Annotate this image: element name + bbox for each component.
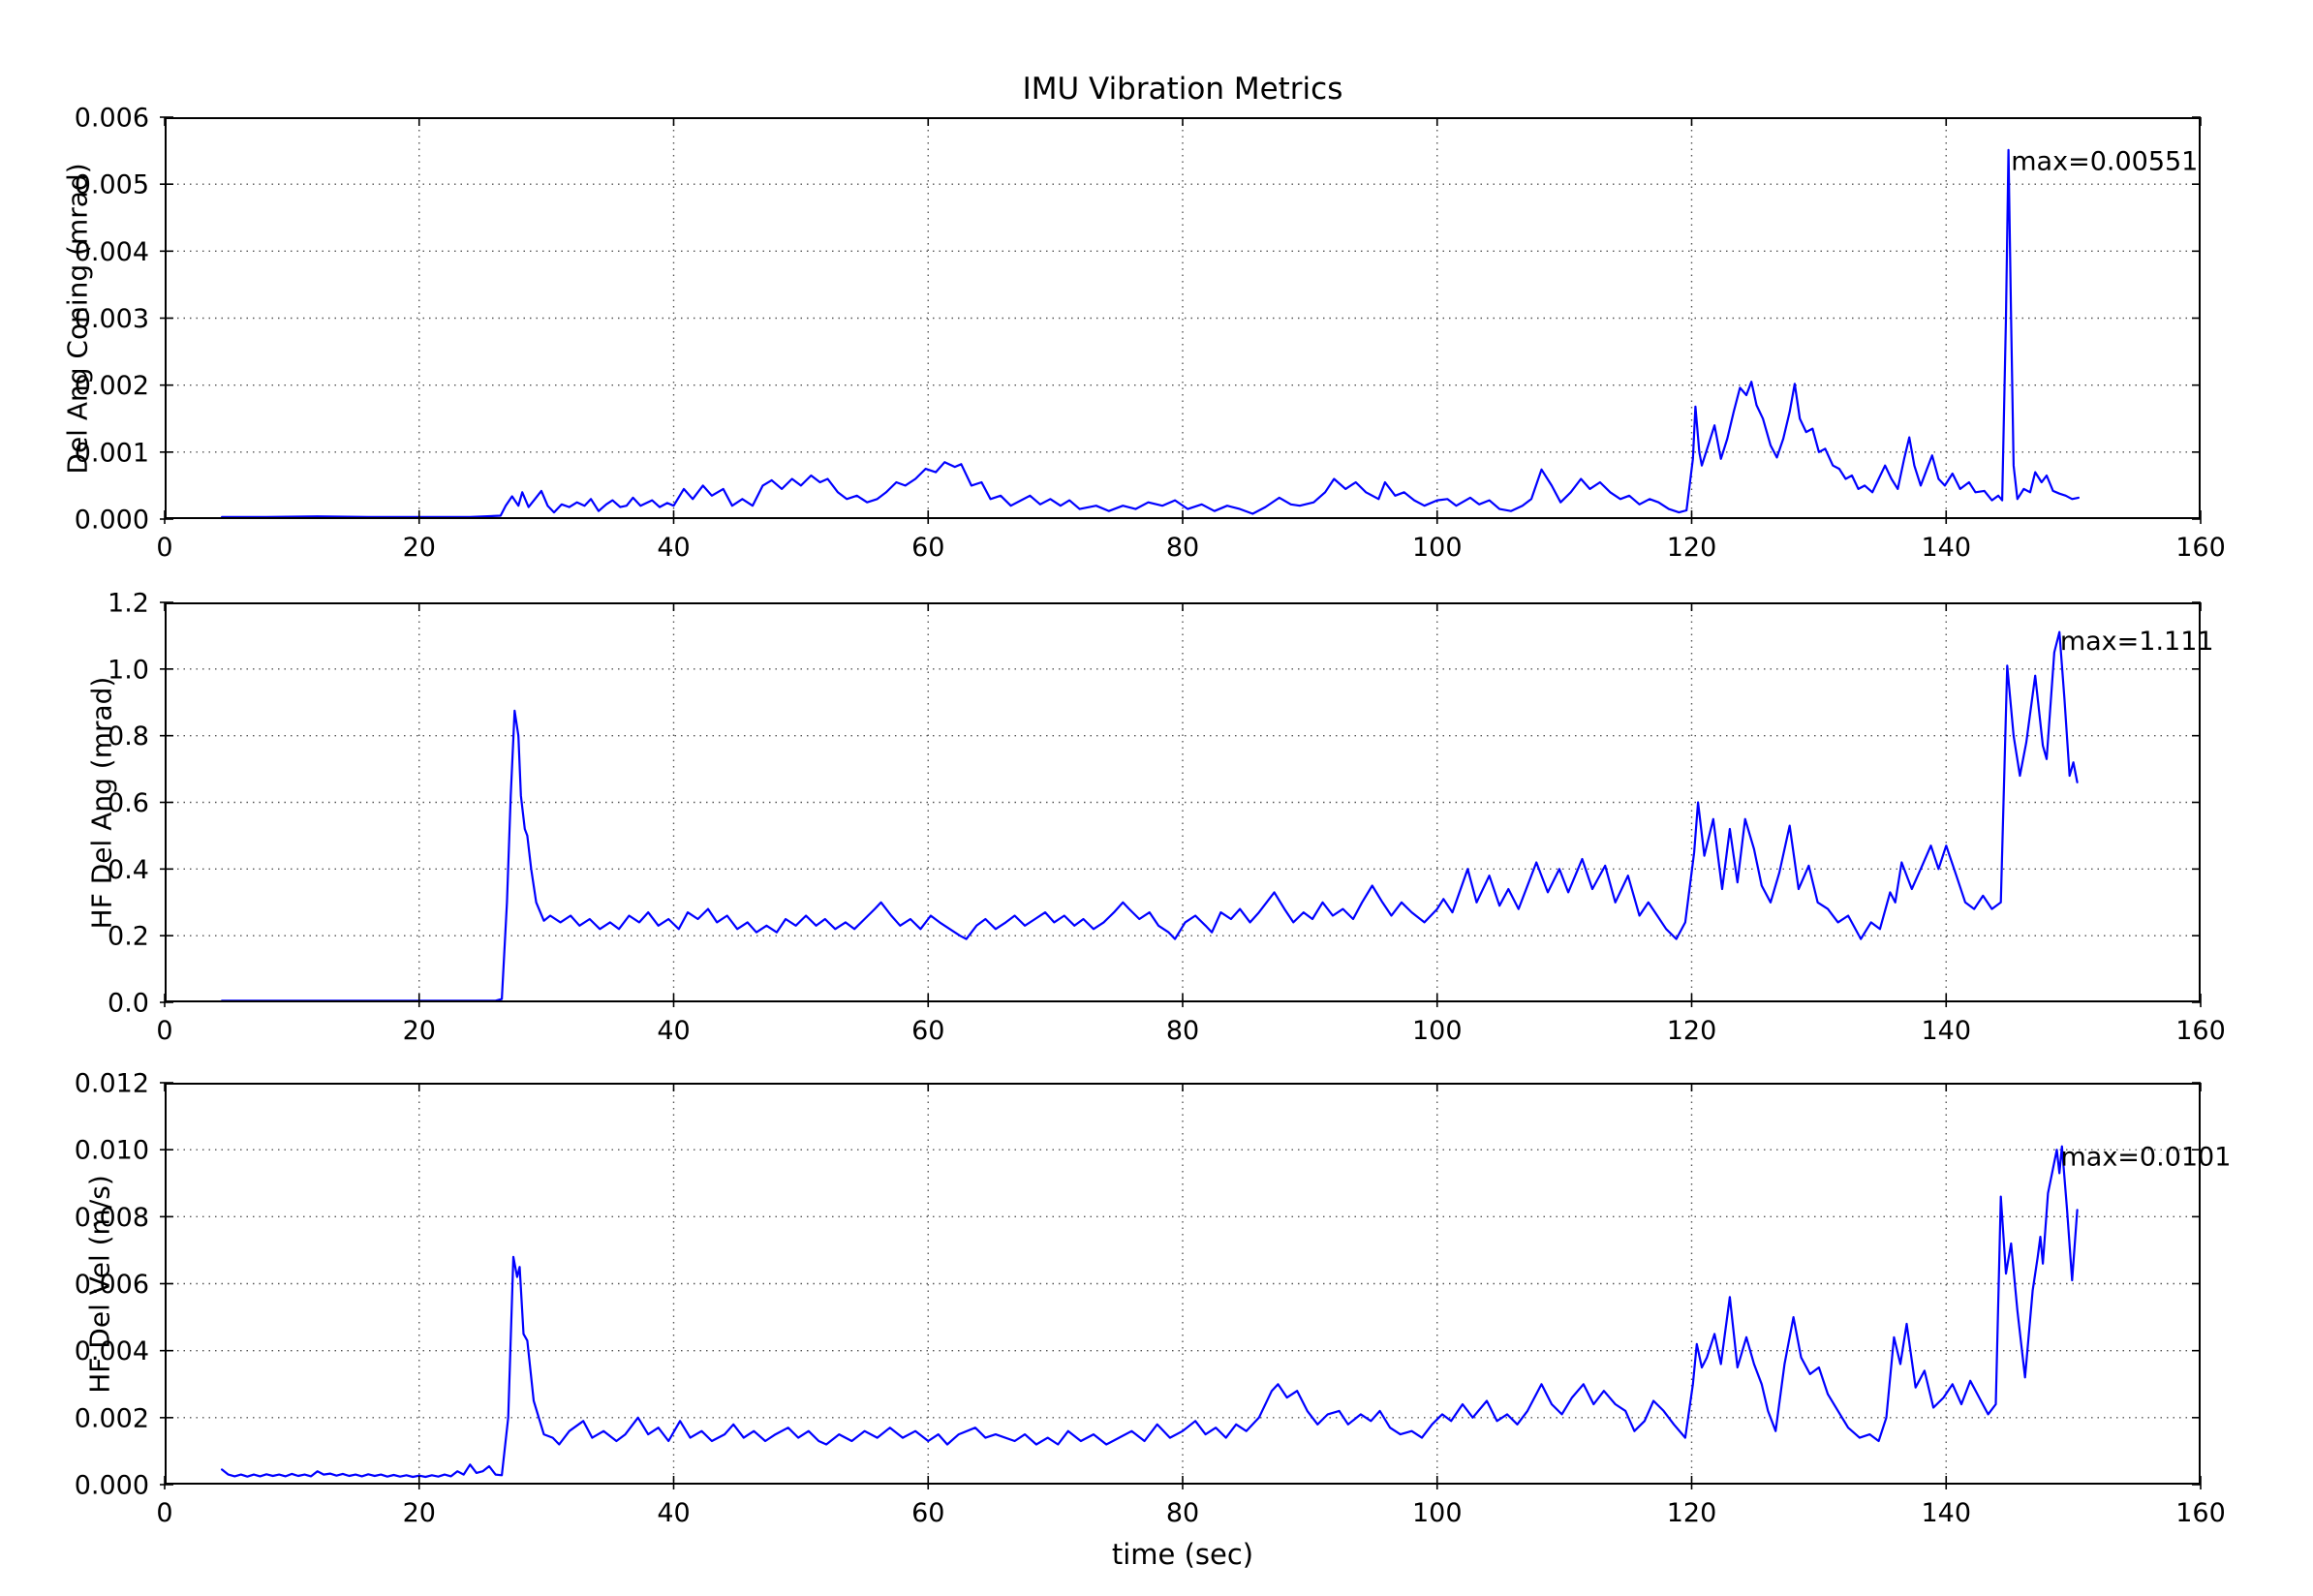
x-tick-label: 120	[1667, 533, 1717, 563]
x-tick-label: 60	[911, 533, 944, 563]
x-tick-label: 100	[1412, 1498, 1463, 1528]
y-tick-label: 0.012	[75, 1068, 149, 1098]
x-tick-label: 120	[1667, 1498, 1717, 1528]
y-tick-label: 0.8	[108, 721, 149, 752]
y-tick-label: 0.6	[108, 788, 149, 818]
x-tick-label: 80	[1166, 533, 1199, 563]
y-tick-label: 1.0	[108, 655, 149, 685]
x-tick-label: 80	[1166, 1498, 1199, 1528]
y-tick-label: 0.004	[75, 1336, 149, 1366]
subplot-hf-del-ang: 0 20 40 60 80 100 120 140 160 0.0 0.2 0.4 0.6 0.8 1.0 1…	[86, 588, 2226, 1046]
max-annotation: max=1.111	[2060, 627, 2214, 657]
y-tick-label: 0.010	[75, 1136, 149, 1166]
y-tick-label: 0.002	[75, 371, 149, 401]
x-tick-label: 140	[1921, 1016, 1971, 1046]
x-tick-label: 100	[1412, 533, 1463, 563]
data-line	[220, 630, 2079, 1002]
x-tick-label: 160	[2175, 1016, 2226, 1046]
y-tick-label: 0.002	[75, 1403, 149, 1433]
y-tick-label: 0.008	[75, 1203, 149, 1233]
chart-title: IMU Vibration Metrics	[1022, 72, 1343, 107]
subplot-hf-del-vel: 0 20 40 60 80 100 120 140 160 0.000 0.002 0.004 0.00…	[75, 1068, 2232, 1528]
x-tick-label: 0	[156, 533, 172, 563]
y-axis-label: Del Ang Coning (mrad)	[61, 162, 94, 475]
subplot-hf-del-vel-canvas: 0 20 40 60 80 100 120 140 160 0.000 0.002 0.004 0.00…	[75, 1068, 2232, 1528]
x-tick-label: 20	[403, 1016, 436, 1046]
x-tick-label: 40	[657, 1016, 690, 1046]
x-tick-label: 140	[1921, 1498, 1971, 1528]
x-tick-label: 60	[911, 1498, 944, 1528]
y-tick-label: 0.4	[108, 855, 149, 885]
y-tick-label: 0.006	[75, 1270, 149, 1300]
y-axis-label: HF Del Vel (m/s)	[83, 1174, 116, 1394]
y-tick-label: 0.2	[108, 922, 149, 952]
y-tick-label: 0.001	[75, 438, 149, 468]
axes-frame	[165, 602, 2201, 1002]
x-tick-label: 160	[2175, 533, 2226, 563]
y-tick-label: 1.2	[108, 588, 149, 618]
x-tick-label: 80	[1166, 1016, 1199, 1046]
x-tick-label: 100	[1412, 1016, 1463, 1046]
subplot-hf-del-ang-canvas: 0 20 40 60 80 100 120 140 160 0.0 0.2 0.4 0.6 0.8 1.0 1…	[108, 588, 2226, 1046]
x-tick-label: 60	[911, 1016, 944, 1046]
max-annotation: max=0.00551	[2011, 146, 2198, 176]
x-tick-label: 120	[1667, 1016, 1717, 1046]
y-tick-label: 0.000	[75, 505, 149, 535]
max-annotation: max=0.0101	[2060, 1143, 2231, 1173]
y-tick-label: 0.003	[75, 304, 149, 334]
y-tick-label: 0.0	[108, 988, 149, 1018]
x-tick-label: 20	[403, 1498, 436, 1528]
subplot-del-ang-coning: 0 20 40 60 80 100 120 140 160 0.000 0.001 0.002 0.00…	[62, 103, 2226, 563]
x-tick-label: 20	[403, 533, 436, 563]
y-axis-label: HF Del Ang (mrad)	[85, 676, 118, 929]
x-tick-label: 140	[1921, 533, 1971, 563]
x-axis-label: time (sec)	[1111, 1538, 1254, 1571]
y-tick-label: 0.000	[75, 1470, 149, 1500]
x-tick-label: 160	[2175, 1498, 2226, 1528]
subplot-del-ang-coning-canvas: 0 20 40 60 80 100 120 140 160 0.000 0.001 0.002 0.00…	[75, 103, 2226, 563]
y-tick-label: 0.006	[75, 103, 149, 133]
x-tick-label: 40	[657, 1498, 690, 1528]
x-tick-label: 0	[156, 1498, 172, 1528]
data-line	[220, 148, 2081, 518]
x-tick-label: 40	[657, 533, 690, 563]
x-tick-label: 0	[156, 1016, 172, 1046]
data-line	[220, 1145, 2079, 1479]
y-tick-label: 0.005	[75, 170, 149, 200]
y-tick-label: 0.004	[75, 237, 149, 267]
